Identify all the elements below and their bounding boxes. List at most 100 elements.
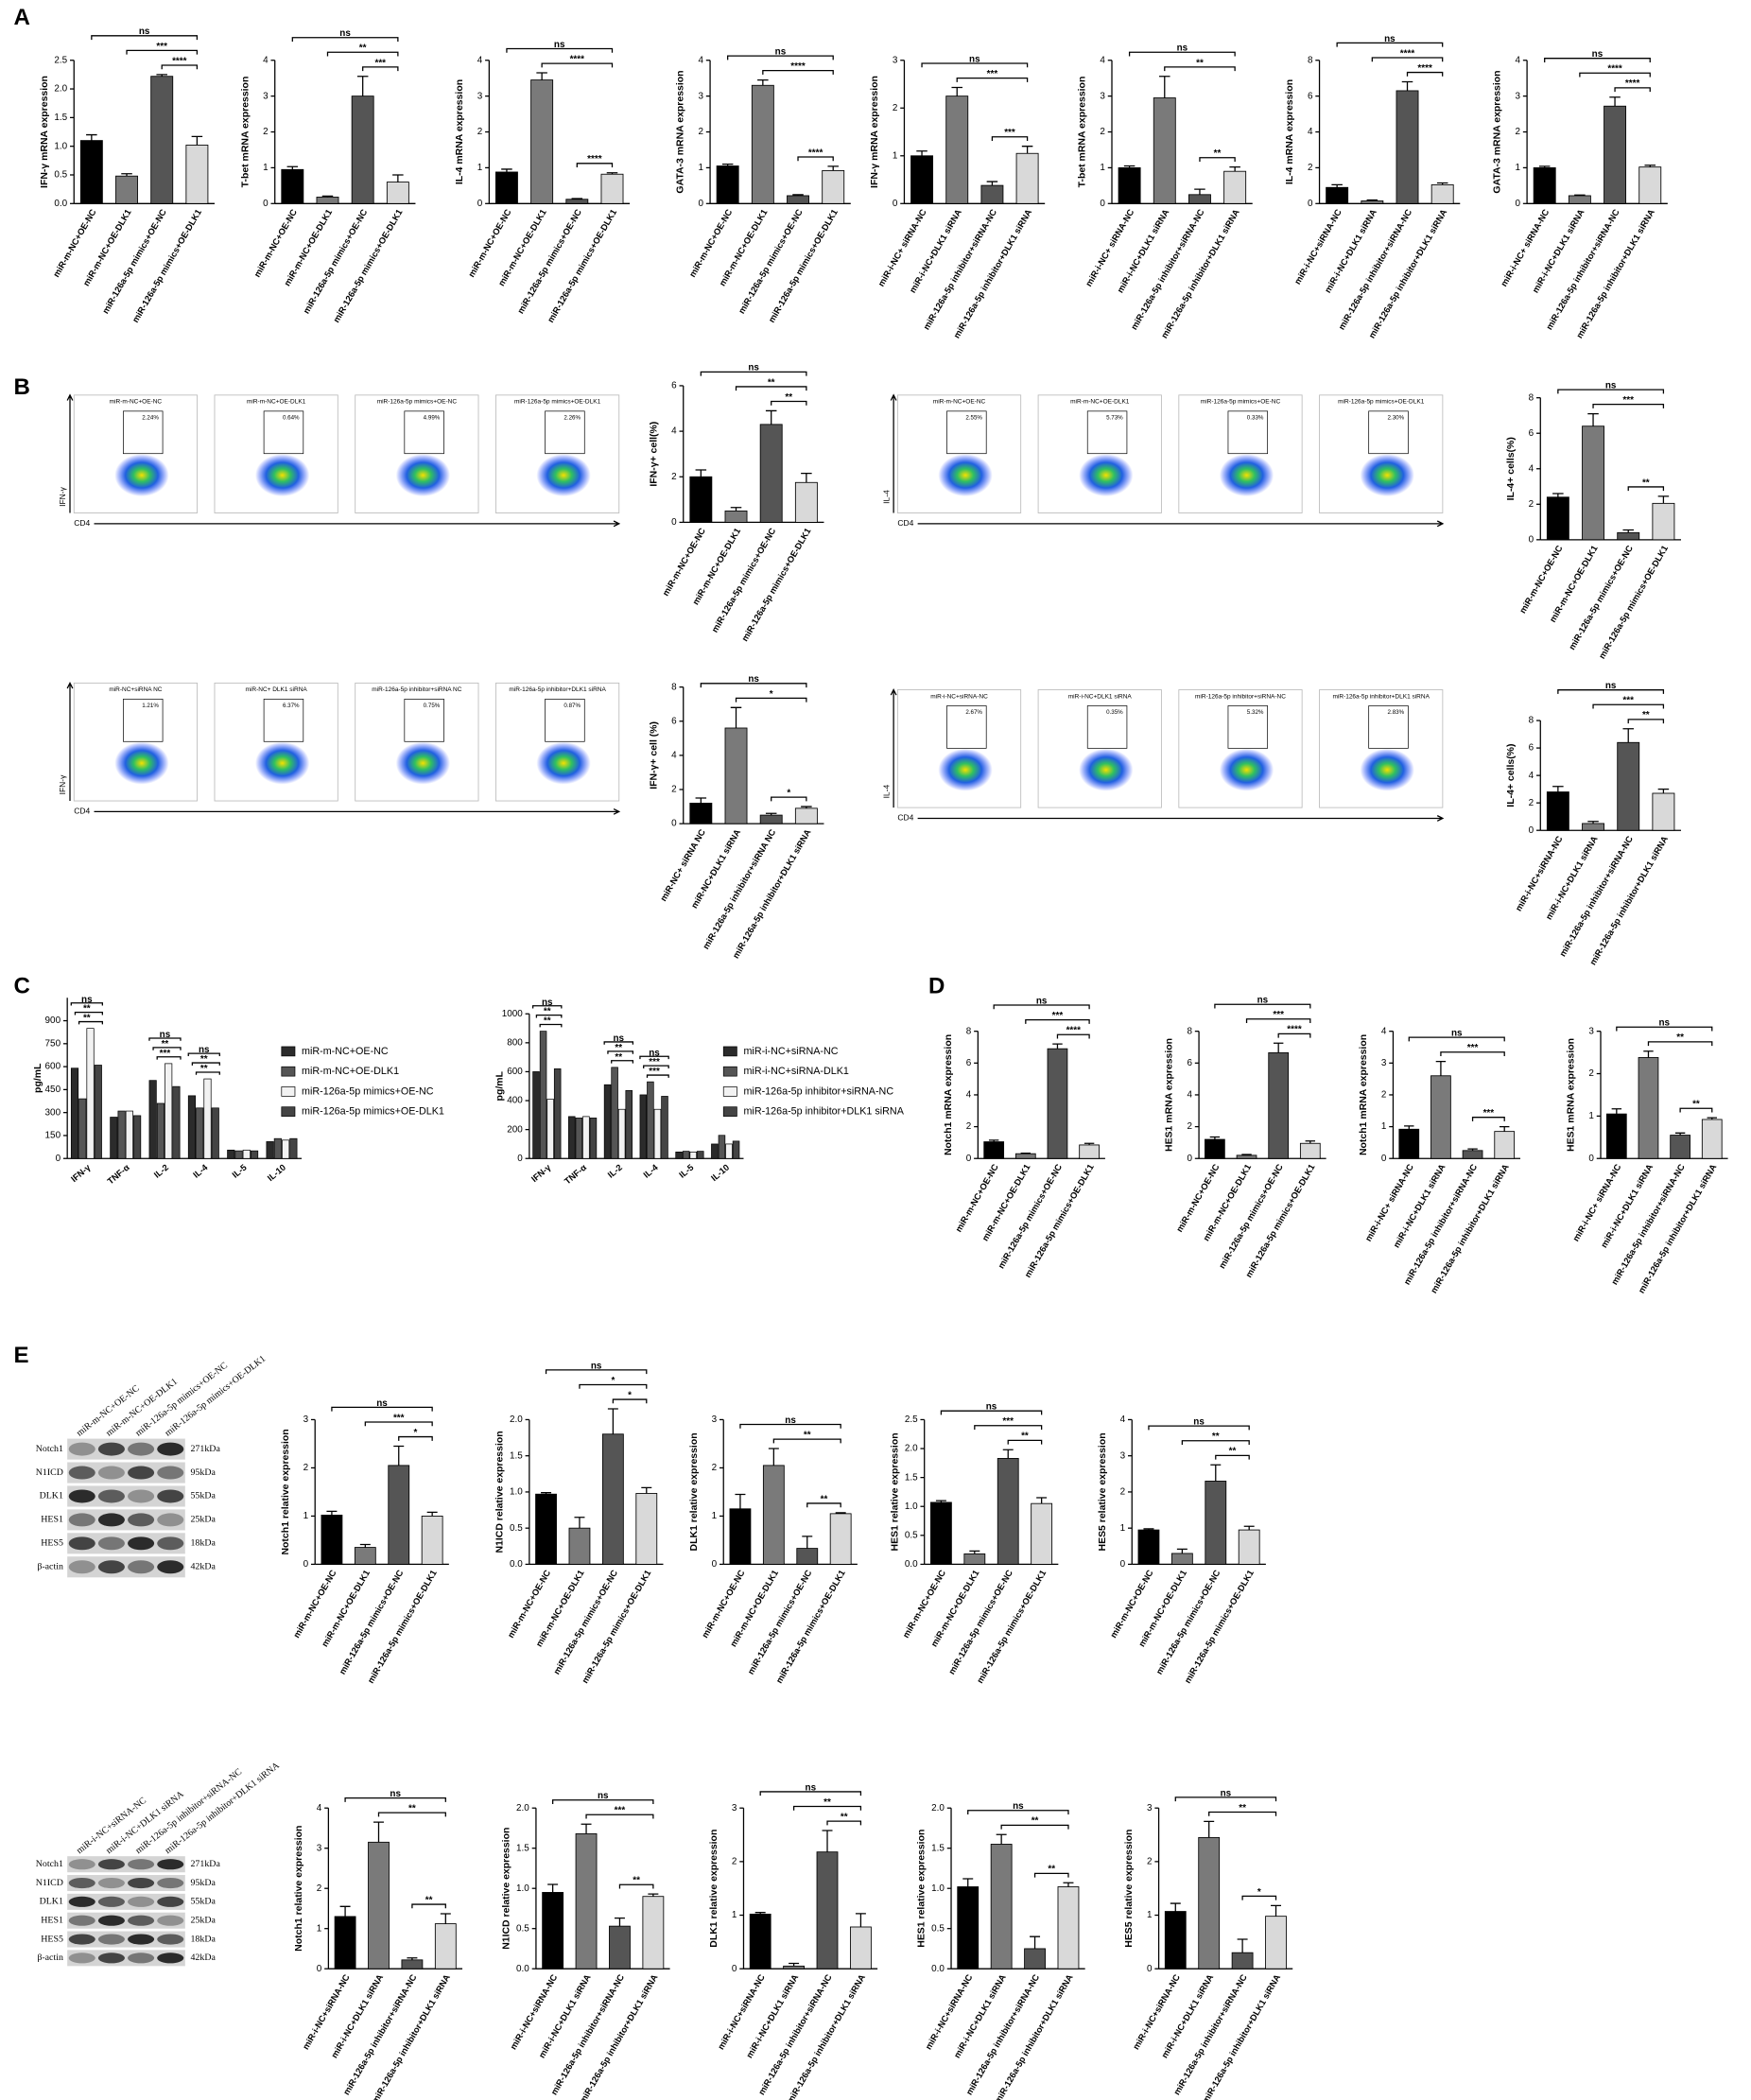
panel-label: A (14, 5, 30, 30)
error-bar (356, 76, 369, 96)
significance-bracket (551, 1799, 654, 1804)
y-tick-label: 2.5 (54, 55, 67, 65)
error-bar (1210, 1464, 1222, 1482)
y-tick-label: 2 (671, 472, 677, 482)
significance-bracket (78, 1020, 103, 1025)
blot-strip (67, 1875, 185, 1892)
significance-label: **** (1287, 1025, 1302, 1035)
category-label: miR-126a-5p mimics+OE-DLK1 (1597, 544, 1670, 660)
bar (79, 140, 103, 204)
bar (582, 1116, 590, 1159)
protein-label: Notch1 (36, 1859, 63, 1869)
significance-label: ** (1048, 1865, 1055, 1875)
significance-bracket (1557, 389, 1665, 394)
flow-title: miR-m-NC+OE-NC (110, 399, 163, 406)
y-tick-label: 3 (698, 91, 703, 101)
significance-label: ns (390, 1789, 401, 1799)
significance-label: ns (1036, 996, 1048, 1006)
significance-bracket (364, 1421, 433, 1427)
significance-label: ns (613, 1033, 624, 1044)
bar (575, 1832, 598, 1970)
bar (611, 1067, 618, 1159)
y-tick-label: 1 (1588, 1111, 1594, 1121)
significance-label: ns (1592, 49, 1604, 60)
y-tick-label: 2 (1147, 1856, 1153, 1866)
blot-band (97, 1915, 125, 1926)
significance-label: ** (1021, 1432, 1029, 1442)
significance-label: *** (374, 58, 386, 68)
y-tick-label: 1 (893, 150, 898, 161)
legend-swatch (281, 1106, 296, 1117)
y-tick-label: 0 (1120, 1559, 1126, 1570)
y-tick-label: 2 (1588, 1068, 1594, 1079)
flow-title: miR-126a-5p inhibitor+siRNA-NC (1195, 693, 1286, 700)
bar (1047, 1048, 1068, 1159)
y-tick-label: 0 (477, 199, 483, 209)
y-axis-label: HES1 mRNA expression (1567, 1038, 1577, 1152)
category-label: miR-126a-5p inhibitor+siRNA-NC (922, 207, 998, 331)
error-bar (392, 174, 404, 182)
y-tick-label: 2 (263, 127, 269, 137)
flow-y-label: IFN-γ (58, 486, 67, 506)
y-tick-label: 0 (1381, 1154, 1387, 1164)
flow-title: miR-126a-5p inhibitor+siRNA NC (372, 686, 461, 693)
significance-bracket (1679, 1107, 1713, 1113)
significance-label: **** (1625, 78, 1640, 89)
y-axis-label: Notch1 relative expression (294, 1826, 304, 1952)
significance-label: ** (1239, 1803, 1246, 1814)
legend-label: miR-126a-5p mimics+OE-DLK1 (302, 1106, 444, 1118)
y-tick-label: 0.0 (931, 1964, 945, 1974)
category-label: IFN-γ (69, 1162, 93, 1184)
bar (829, 1513, 852, 1565)
legend-label: miR-i-NC+siRNA-NC (743, 1046, 838, 1057)
blot-band (157, 1934, 184, 1945)
significance-bracket (956, 77, 1029, 82)
flow-axis-arrow (94, 520, 621, 528)
y-tick-label: 0 (263, 199, 269, 209)
error-bar (641, 1486, 652, 1494)
significance-label: * (787, 789, 790, 799)
category-label: miR-126a-5p mimics+OE-NC (997, 1162, 1065, 1270)
error-bar (1657, 789, 1670, 794)
bar (1118, 166, 1141, 204)
error-bar (1331, 183, 1343, 188)
legend-label: miR-126a-5p inhibitor+DLK1 siRNA (743, 1106, 904, 1118)
cell-cloud (114, 741, 169, 785)
gate-value: 0.33% (1247, 415, 1264, 422)
significance-bracket (1148, 1425, 1250, 1431)
error-bar (373, 1821, 384, 1843)
bar (1430, 1075, 1451, 1159)
error-bar (986, 181, 998, 186)
flow-title: miR-NC+ DLK1 siRNA (246, 686, 308, 693)
blot-strip (67, 1509, 185, 1531)
blot-band (128, 1877, 155, 1889)
y-axis-label: GATA-3 mRNA expression (676, 70, 686, 193)
error-bar (339, 1905, 351, 1917)
bar (148, 1080, 157, 1159)
panel-label: D (928, 973, 945, 998)
bar (1361, 200, 1384, 204)
bar (1205, 1138, 1225, 1159)
error-bar (855, 1913, 866, 1927)
error-bar (695, 797, 707, 804)
blot-band (68, 1934, 95, 1945)
significance-bracket (1174, 1796, 1277, 1802)
y-tick-label: 0 (671, 819, 677, 829)
blot-band (128, 1859, 155, 1870)
error-bar (581, 1823, 592, 1834)
y-tick-label: 0 (1588, 1154, 1594, 1164)
blot-band (128, 1513, 155, 1527)
bar (1268, 1051, 1290, 1159)
bar (794, 481, 818, 523)
gate-value: 4.99% (424, 415, 441, 422)
bar (535, 1493, 557, 1565)
bar (647, 1081, 654, 1159)
bar (242, 1149, 251, 1159)
y-tick-label: 0 (1529, 825, 1534, 836)
bar (351, 95, 374, 204)
significance-bracket (611, 1060, 634, 1064)
blot-band (157, 1560, 184, 1574)
flow-axis-arrow (94, 807, 621, 815)
legend-label: miR-126a-5p mimics+OE-NC (302, 1085, 434, 1097)
y-tick-label: 900 (45, 1015, 61, 1026)
